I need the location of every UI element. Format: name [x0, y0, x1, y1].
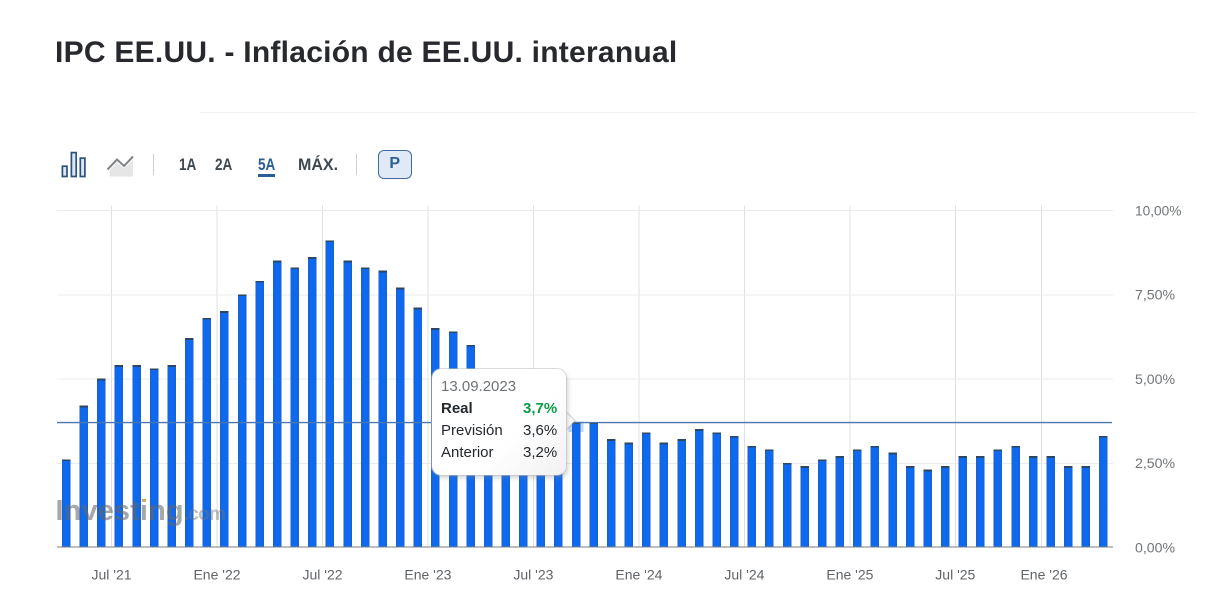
svg-text:Ene '23: Ene '23 [404, 567, 451, 583]
svg-text:Ene '25: Ene '25 [826, 567, 873, 583]
svg-text:5,00%: 5,00% [1135, 371, 1175, 387]
svg-text:10,00%: 10,00% [1135, 202, 1182, 218]
svg-text:Ene '26: Ene '26 [1020, 567, 1067, 583]
svg-text:Jul '25: Jul '25 [935, 567, 975, 583]
svg-text:Jul '22: Jul '22 [302, 567, 342, 583]
svg-text:Ene '22: Ene '22 [193, 567, 240, 583]
svg-text:Ene '24: Ene '24 [615, 567, 662, 583]
svg-text:Jul '21: Jul '21 [91, 567, 131, 583]
svg-text:7,50%: 7,50% [1135, 287, 1175, 303]
svg-text:Jul '23: Jul '23 [513, 567, 553, 583]
svg-text:0,00%: 0,00% [1135, 539, 1175, 555]
svg-text:Jul '24: Jul '24 [724, 567, 764, 583]
svg-text:2,50%: 2,50% [1135, 455, 1175, 471]
